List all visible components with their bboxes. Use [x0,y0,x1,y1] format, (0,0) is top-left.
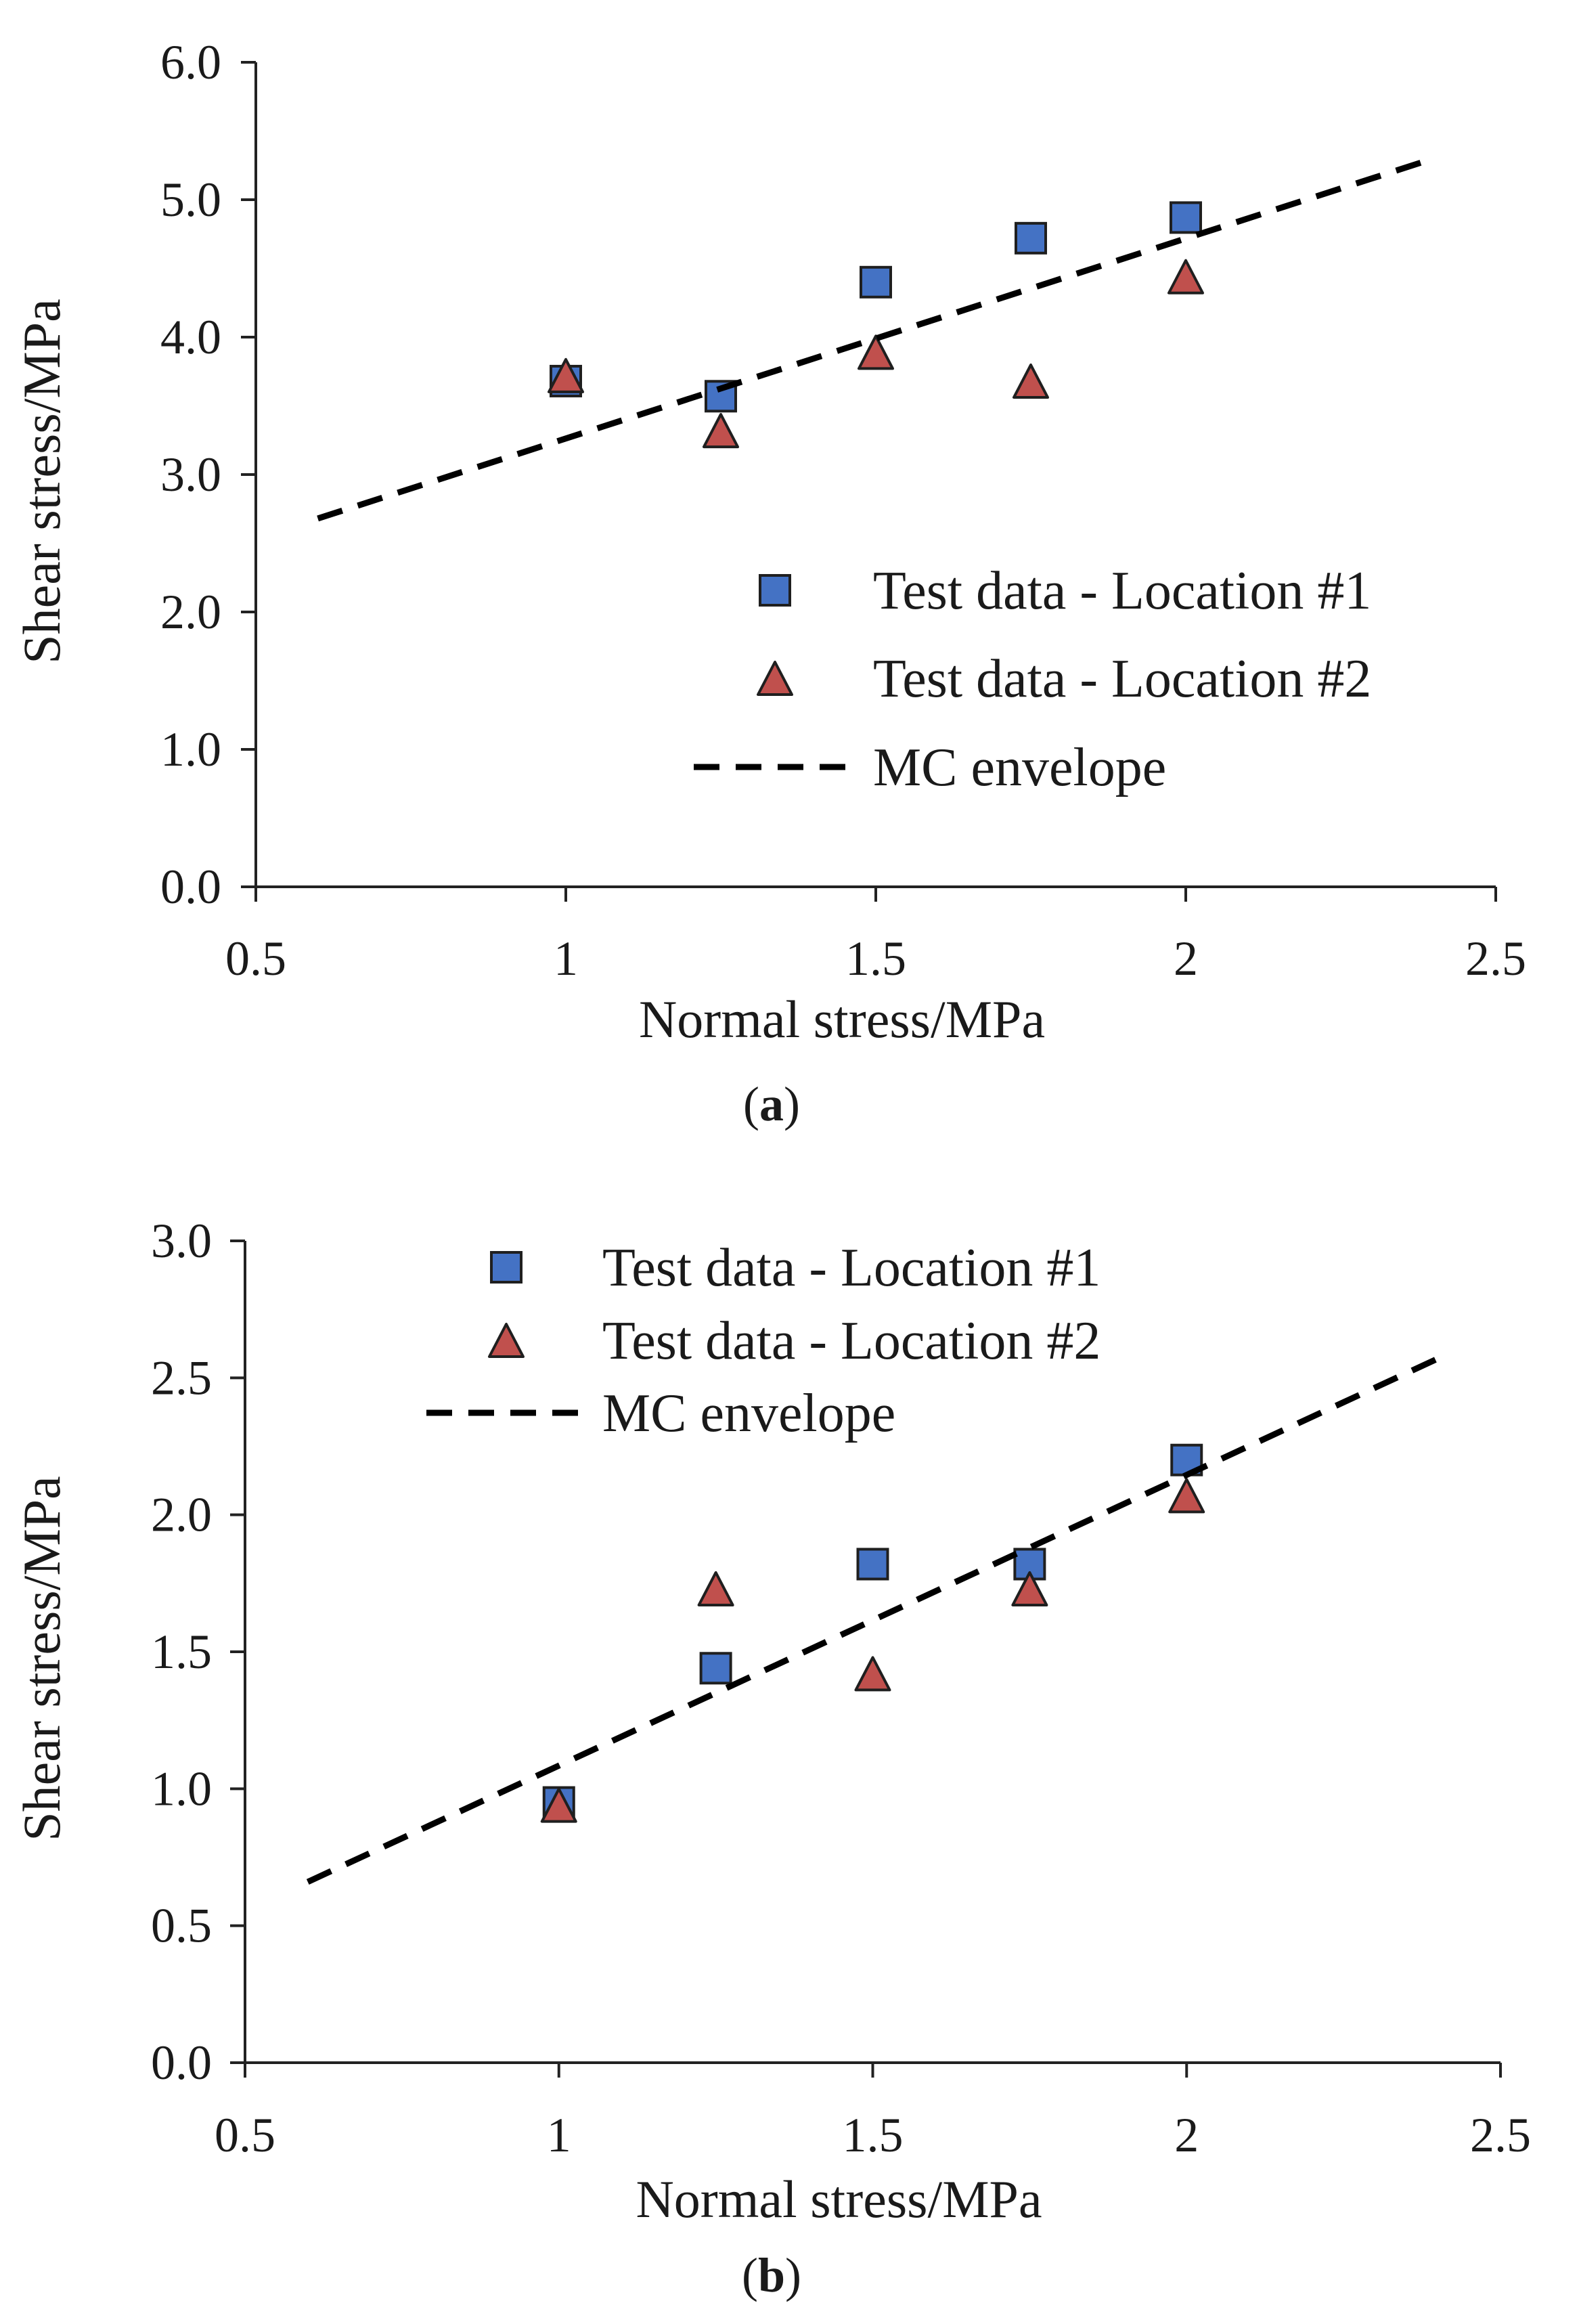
y-tick-label: 0.0 [160,860,221,914]
data-point-square [1170,201,1202,234]
x-tick-label: 1.5 [843,2108,904,2162]
x-tick-label: 1 [554,931,578,986]
y-tick-label: 5.0 [160,173,221,227]
data-point-triangle [1011,1571,1048,1606]
y-tick-label: 6.0 [160,35,221,89]
legend-label: Test data - Location #1 [873,561,1371,621]
series-dashed-line [317,155,1435,522]
x-axis-label: Normal stress/MPa [636,2170,1042,2229]
chart-a: 0.0 1.0 2.0 3.0 4.0 5.0 6.0 0.5 1 1.5 2 2.5 Normal s… [12,35,1526,1131]
y-tick-label: 0.5 [151,1899,212,1953]
data-point-square [1015,221,1047,255]
data-point-triangle [858,334,894,370]
data-point-triangle [1013,364,1049,399]
data-point-triangle [548,357,584,393]
series-square [550,201,1202,413]
x-axis-label: Normal stress/MPa [639,990,1045,1049]
data-point-square [856,1548,889,1581]
mc-envelope-line [317,155,1435,522]
y-tick-label: 2.0 [160,585,221,639]
legend-label: MC envelope [873,738,1166,797]
y-tick-label: 4.0 [160,310,221,364]
legend-label: Test data - Location #2 [602,1311,1100,1371]
data-point-triangle [854,1656,891,1692]
x-tick-label: 2.5 [1465,931,1526,986]
legend-label: Test data - Location #2 [873,649,1371,709]
panel-label: (a) [743,1077,800,1131]
legend-triangle-icon [488,1323,525,1358]
legend: Test data - Location #1 Test data - Locat… [694,561,1371,797]
series-triangle [548,259,1204,449]
y-tick-label: 2.5 [151,1351,212,1405]
y-tick-label: 1.0 [151,1761,212,1816]
y-axis-label: Shear stress/MPa [12,1476,71,1841]
x-tick-label: 2 [1174,931,1198,986]
x-tick-label: 2.5 [1470,2108,1531,2162]
legend-square-icon [759,574,791,607]
x-tick-label: 0.5 [225,931,286,986]
data-point-triangle [1167,259,1204,294]
legend: Test data - Location #1 Test data - Locat… [426,1238,1100,1443]
panel-label: (b) [742,2248,801,2302]
series-triangle [540,1478,1205,1823]
x-tick-label: 0.5 [215,2108,275,2162]
y-tick-label: 2.0 [151,1488,212,1542]
data-point-square [699,1652,732,1685]
y-tick-label: 3.0 [151,1214,212,1268]
y-tick-label: 1.5 [151,1625,212,1679]
y-axis-label: Shear stress/MPa [12,299,71,663]
legend-label: Test data - Location #1 [602,1238,1100,1298]
data-point-triangle [697,1571,734,1606]
x-tick-label: 1.5 [845,931,906,986]
y-tick-label: 1.0 [160,722,221,776]
data-point-square [860,265,892,299]
y-tick-label: 0.0 [151,2036,212,2090]
x-tick-label: 2 [1174,2108,1199,2162]
data-point-triangle [540,1787,577,1823]
data-point-triangle [1168,1478,1205,1514]
legend-label: MC envelope [602,1384,895,1443]
y-tick-label: 3.0 [160,447,221,502]
legend-square-icon [490,1251,522,1284]
legend-triangle-icon [757,661,793,696]
x-tick-label: 1 [547,2108,571,2162]
series-square [542,1443,1203,1819]
data-point-triangle [703,413,739,449]
